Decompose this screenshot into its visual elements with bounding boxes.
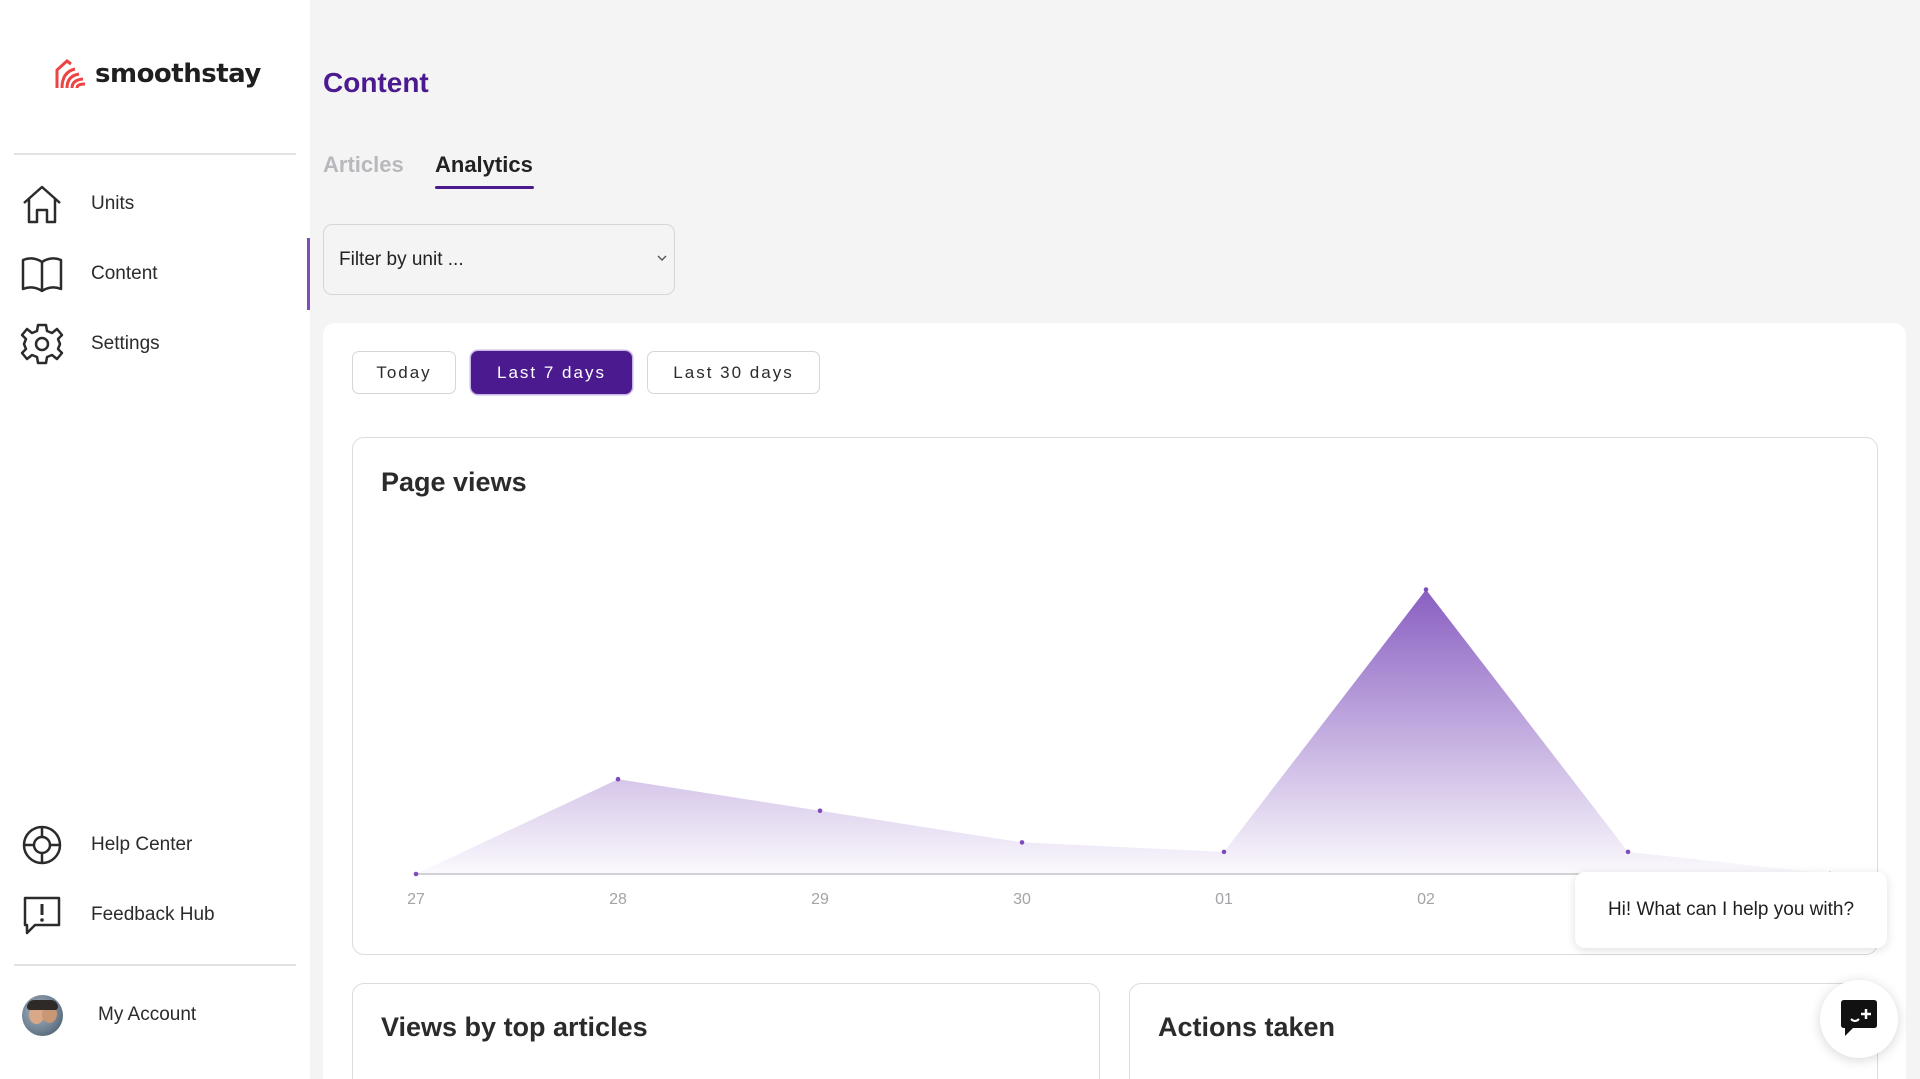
brand-name: smoothstay — [95, 59, 261, 89]
x-tick-label: 02 — [1417, 891, 1435, 908]
sidebar-item-help-center[interactable]: Help Center — [0, 812, 310, 878]
lifebuoy-icon — [22, 825, 62, 865]
sidebar-item-content[interactable]: Content — [0, 238, 310, 310]
x-tick-label: 01 — [1215, 891, 1233, 908]
chat-launcher-button[interactable] — [1820, 980, 1898, 1058]
actions-taken-panel: Actions taken — [1129, 983, 1878, 1079]
sidebar-item-label: Units — [91, 193, 135, 214]
data-point[interactable] — [817, 808, 823, 814]
sidebar-item-label: My Account — [98, 1004, 197, 1025]
sidebar-divider — [14, 964, 296, 966]
range-last-30-days-button[interactable]: Last 30 days — [647, 351, 820, 394]
tab-articles[interactable]: Articles — [323, 152, 404, 177]
page-title: Content — [323, 67, 429, 98]
active-tab-indicator — [435, 186, 534, 189]
chat-greeting-bubble[interactable]: Hi! What can I help you with? — [1575, 872, 1887, 948]
actions-taken-title: Actions taken — [1158, 1012, 1336, 1042]
data-point[interactable] — [413, 871, 419, 877]
filter-by-unit-select[interactable]: Filter by unit ... — [323, 224, 675, 295]
sidebar-item-settings[interactable]: Settings — [0, 311, 310, 377]
page-views-area — [416, 589, 1830, 874]
sidebar-item-label: Help Center — [91, 834, 193, 855]
gear-icon — [20, 323, 64, 365]
page-views-title: Page views — [381, 467, 527, 497]
sidebar-item-label: Feedback Hub — [91, 904, 215, 925]
sidebar: smoothstay Units Content Settings Help C… — [0, 0, 310, 1079]
x-tick-label: 30 — [1013, 891, 1031, 908]
sidebar-item-my-account[interactable]: My Account — [0, 982, 310, 1048]
avatar[interactable] — [22, 995, 63, 1036]
x-tick-label: 29 — [811, 891, 829, 908]
avatar-hair — [27, 1000, 58, 1010]
range-last-7-days-button[interactable]: Last 7 days — [471, 351, 632, 394]
views-by-top-articles-title: Views by top articles — [381, 1012, 648, 1042]
sidebar-divider — [14, 153, 296, 155]
chat-icon — [1841, 1000, 1877, 1036]
views-by-top-articles-panel: Views by top articles — [352, 983, 1100, 1079]
smoothstay-logo-icon — [55, 59, 86, 89]
tab-analytics[interactable]: Analytics — [435, 152, 533, 177]
data-point[interactable] — [1625, 849, 1631, 855]
chat-greeting-text: Hi! What can I help you with? — [1607, 899, 1855, 920]
sidebar-item-label: Content — [91, 263, 158, 284]
home-icon — [23, 185, 61, 224]
brand-logo[interactable]: smoothstay — [55, 58, 261, 90]
sidebar-item-feedback-hub[interactable]: Feedback Hub — [0, 882, 310, 948]
sidebar-item-label: Settings — [91, 333, 160, 354]
data-point[interactable] — [1423, 587, 1429, 592]
data-point[interactable] — [1221, 849, 1227, 855]
x-tick-label: 27 — [407, 891, 425, 908]
data-point[interactable] — [615, 776, 621, 782]
chevron-down-icon — [657, 255, 667, 261]
x-tick-label: 28 — [609, 891, 627, 908]
book-icon — [21, 257, 63, 293]
feedback-icon — [23, 896, 61, 935]
sidebar-item-units[interactable]: Units — [0, 171, 310, 237]
filter-select-value: Filter by unit ... — [339, 248, 464, 270]
data-point[interactable] — [1019, 840, 1025, 845]
avatar-face — [29, 1006, 44, 1024]
range-today-button[interactable]: Today — [352, 351, 456, 394]
